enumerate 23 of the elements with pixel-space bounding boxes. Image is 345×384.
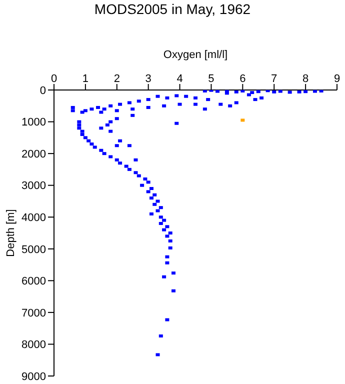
- x-tick-label: 2: [114, 73, 120, 85]
- y-tick-label: 8000: [22, 339, 46, 352]
- x-tick-label: 7: [271, 73, 278, 85]
- y-tick-label: 4000: [22, 212, 46, 224]
- y-tick-label: 3000: [22, 180, 46, 192]
- y-tick-label: 5000: [22, 244, 46, 256]
- y-tick-label: 6000: [22, 276, 46, 288]
- x-tick-label: 5: [208, 73, 214, 85]
- y-tick-label: 9000: [22, 370, 46, 383]
- y-axis-title: Depth [m]: [4, 209, 17, 257]
- y-tick-label: 0: [40, 84, 46, 97]
- x-tick-label: 0: [50, 73, 58, 85]
- y-tick-label: 1000: [22, 116, 46, 129]
- x-axis-title: Oxygen [ml/l]: [163, 48, 228, 61]
- chart-title: MODS2005 in May, 1962: [93, 0, 252, 18]
- x-tick-label: 6: [240, 73, 246, 85]
- x-tick-label: 8: [302, 73, 309, 85]
- x-tick-label: 4: [176, 73, 183, 85]
- x-tick-label: 9: [334, 73, 340, 85]
- y-tick-label: 2000: [22, 148, 46, 160]
- x-tick-label: 3: [145, 73, 152, 85]
- x-tick-label: 1: [82, 73, 89, 85]
- y-tick-label: 7000: [22, 307, 46, 320]
